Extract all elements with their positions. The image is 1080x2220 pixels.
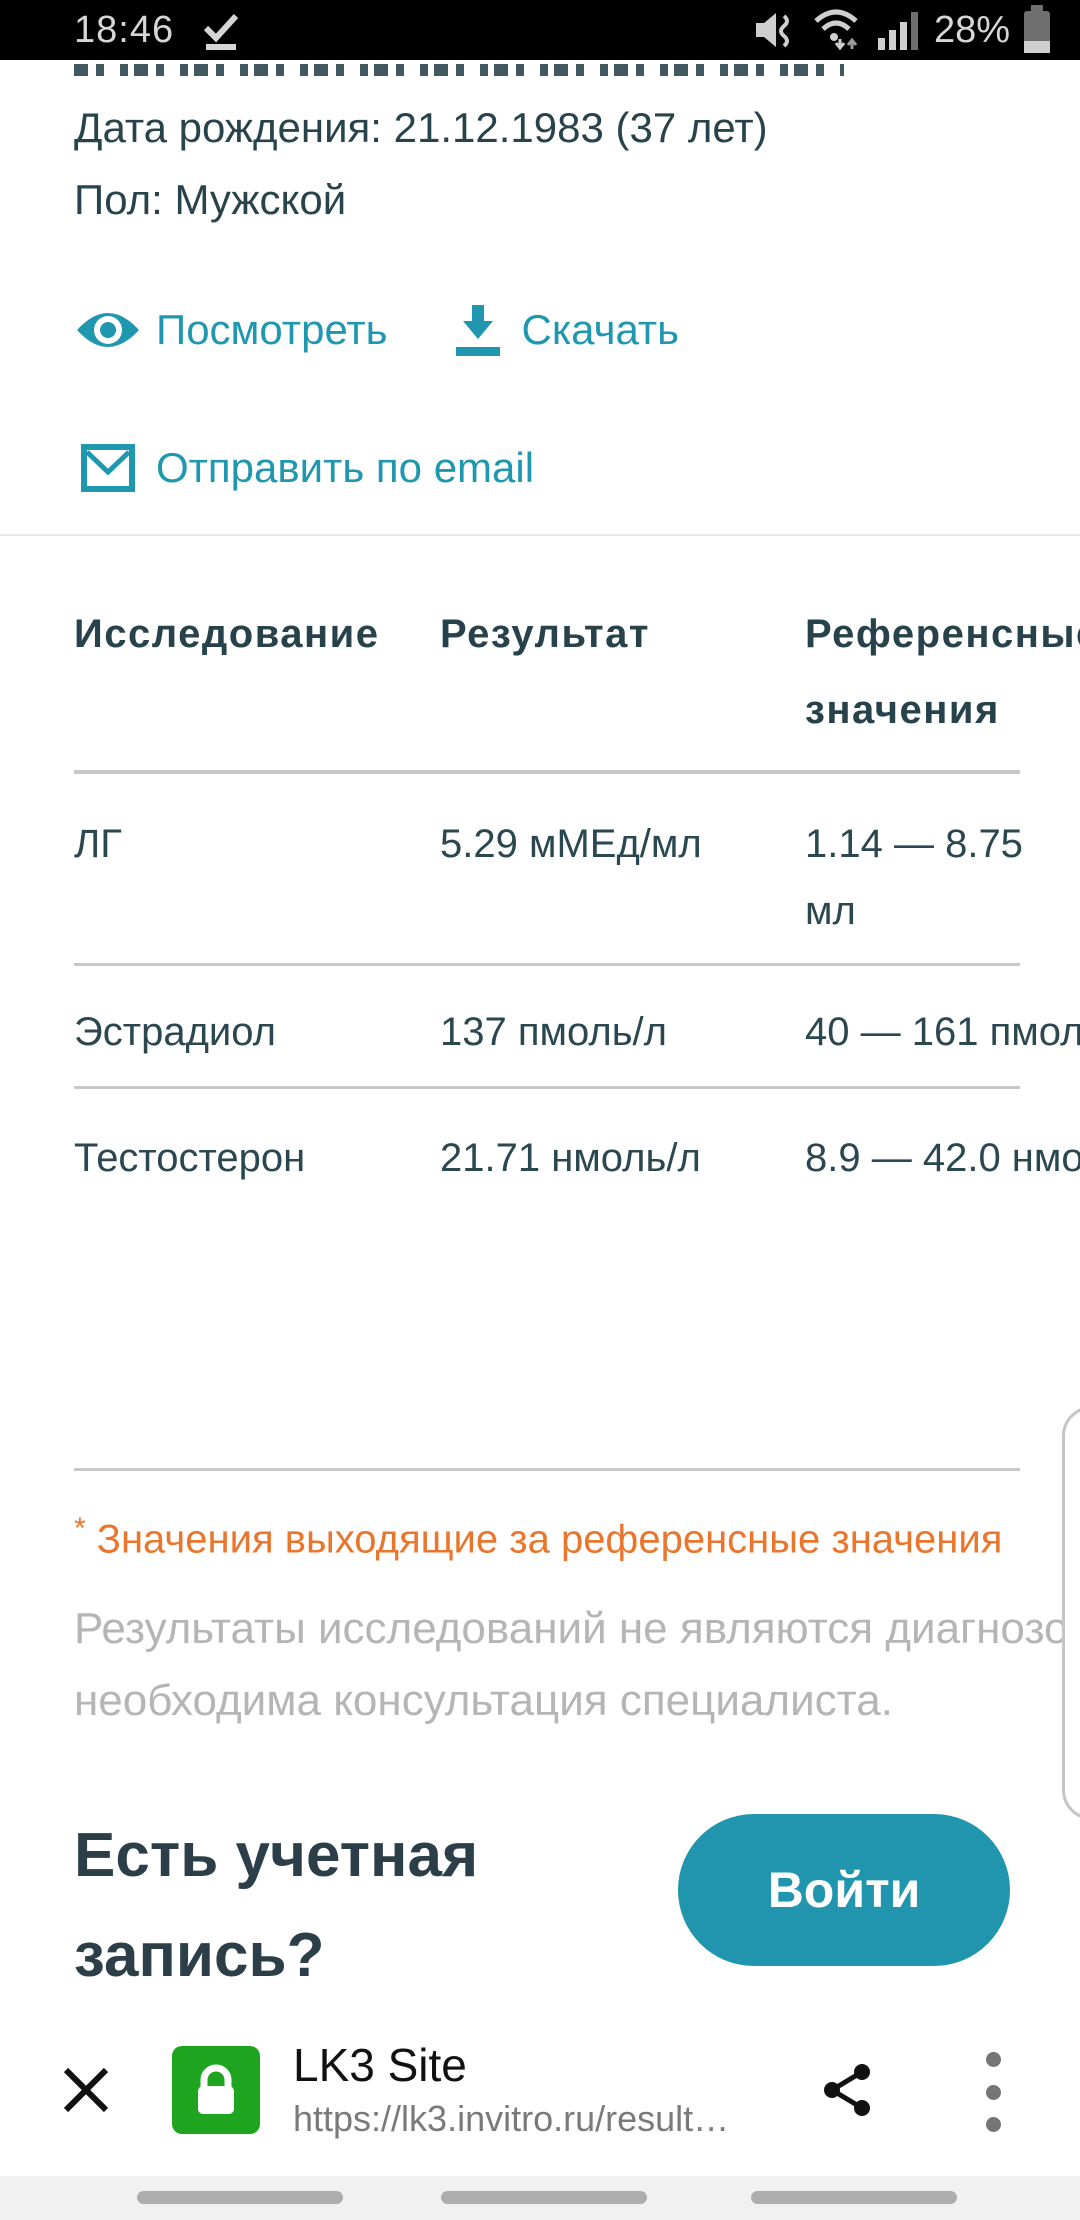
signal-icon — [876, 8, 922, 52]
table-bottom-rule — [74, 1468, 1020, 1471]
nav-pill-recents[interactable] — [137, 2191, 343, 2204]
email-link[interactable]: Отправить по email — [156, 444, 535, 491]
reference-value-line1: 1.14 — 8.75 — [805, 822, 1023, 866]
battery-icon — [1022, 5, 1052, 55]
site-title: LK3 Site — [293, 2039, 467, 2091]
clipped-text-row — [74, 64, 844, 76]
out-of-range-text: Значения выходящие за референсные значен… — [85, 1517, 1003, 1562]
eye-icon[interactable] — [74, 306, 142, 354]
out-of-range-note: * Значения выходящие за референсные знач… — [74, 1512, 1002, 1562]
disclaimer-line2: необходима консультация специалиста. — [74, 1676, 894, 1725]
table-row-rule — [74, 963, 1020, 966]
reference-value-line1: 8.9 — 42.0 нмоль/л — [805, 1136, 1080, 1180]
actions-row: Посмотреть Скачать — [74, 300, 679, 360]
download-icon[interactable] — [450, 301, 506, 359]
col-header-reference-line2: значения — [805, 688, 1000, 732]
scrollbar-thumb[interactable] — [1062, 1406, 1080, 1820]
site-url[interactable]: https://lk3.invitro.ru/result… — [293, 2098, 730, 2139]
section-divider — [0, 534, 1080, 536]
birth-date-line: Дата рождения: 21.12.1983 (37 лет) — [74, 104, 768, 151]
email-row: Отправить по email — [74, 438, 534, 498]
account-heading: Есть учетная запись? — [74, 1821, 479, 1990]
col-header-result: Результат — [440, 612, 650, 656]
col-header-reference-line1: Референсные — [805, 612, 1080, 656]
col-header-study: Исследование — [74, 612, 380, 656]
download-done-icon — [198, 8, 242, 52]
email-icon[interactable] — [74, 444, 142, 492]
result-value: 5.29 мМЕд/мл — [440, 822, 702, 866]
overflow-menu-icon[interactable] — [984, 2052, 1002, 2132]
study-name: Тестостерон — [74, 1136, 306, 1180]
login-button[interactable]: Войти — [678, 1814, 1010, 1966]
login-button-label: Войти — [767, 1862, 921, 1918]
share-icon[interactable] — [822, 2062, 874, 2118]
clock-text: 18:46 — [74, 8, 175, 51]
view-link[interactable]: Посмотреть — [156, 306, 388, 353]
reference-value-line1: 40 — 161 пмоль/л — [805, 1010, 1080, 1054]
nav-pill-home[interactable] — [441, 2191, 647, 2204]
table-row-rule — [74, 1086, 1020, 1089]
wifi-icon — [812, 7, 864, 53]
result-value: 21.71 нмоль/л — [440, 1136, 701, 1180]
nav-pill-back[interactable] — [751, 2191, 957, 2204]
status-bar: 18:46 — [0, 0, 1080, 60]
download-link[interactable]: Скачать — [521, 306, 680, 353]
study-name: ЛГ — [74, 822, 122, 866]
table-header-rule — [74, 770, 1020, 774]
battery-percent-text: 28% — [933, 8, 1010, 51]
close-icon[interactable] — [58, 2062, 114, 2118]
reference-value-line2: мл — [805, 889, 856, 933]
mute-vibrate-icon — [754, 8, 800, 52]
asterisk: * — [74, 1512, 86, 1545]
secure-lock-icon[interactable] — [172, 2046, 260, 2134]
study-name: Эстрадиол — [74, 1010, 276, 1054]
result-value: 137 пмоль/л — [440, 1010, 668, 1054]
disclaimer-line1: Результаты исследований не являются диаг… — [74, 1604, 1080, 1653]
gender-line: Пол: Мужской — [74, 176, 347, 223]
